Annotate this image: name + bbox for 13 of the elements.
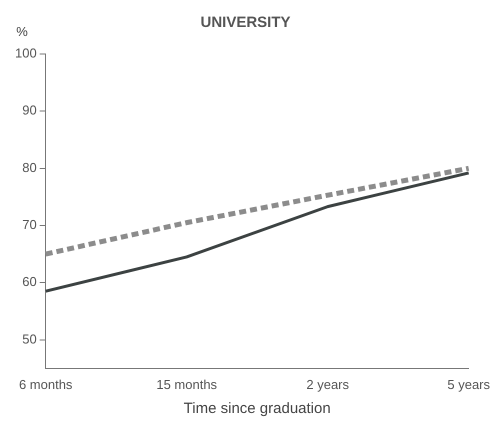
y-tick-label: 80 — [22, 160, 37, 175]
x-tick-label: 15 months — [156, 376, 218, 392]
y-axis-title: % — [16, 24, 28, 39]
x-tick-label: 2 years — [306, 376, 350, 392]
x-axis-title: Time since graduation — [184, 400, 331, 418]
y-tick-label: 100 — [14, 46, 37, 61]
y-tick-label: 90 — [22, 102, 37, 118]
y-tick-label: 60 — [22, 274, 37, 290]
y-tick-label: 70 — [22, 217, 37, 232]
y-tick-label: 50 — [22, 331, 37, 346]
x-tick-label: 5 years — [447, 376, 490, 392]
chart-title: UNIVERSITY — [200, 14, 291, 32]
x-tick-label: 6 months — [18, 376, 73, 392]
